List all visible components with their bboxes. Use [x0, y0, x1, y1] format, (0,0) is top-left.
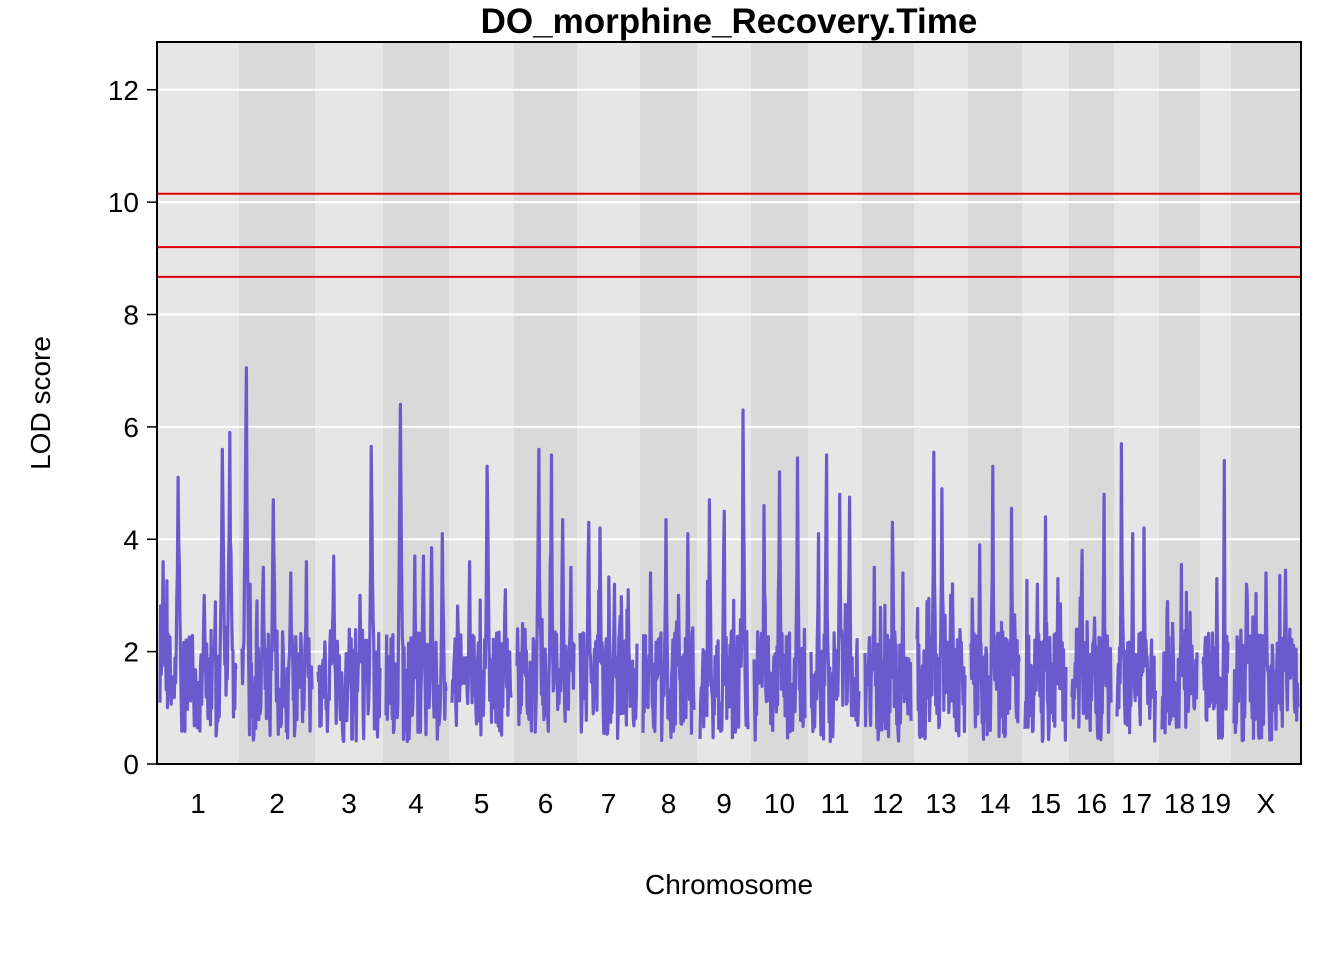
x-tick-label: 18: [1164, 788, 1195, 819]
x-tick-label: 12: [872, 788, 903, 819]
lod-trace-chr-13: [915, 450, 967, 741]
y-tick-label: 0: [123, 749, 139, 780]
x-tick-label: 6: [538, 788, 554, 819]
lod-trace-chr-1: [158, 430, 238, 738]
y-tick-label: 6: [123, 412, 139, 443]
x-tick-label: 13: [925, 788, 956, 819]
lod-trace-chr-15: [1023, 515, 1068, 743]
lod-trace-chr-X: [1232, 568, 1300, 743]
x-tick-label: 11: [820, 788, 849, 819]
lod-trace-chr-7: [578, 520, 639, 740]
x-tick-label: 8: [661, 788, 677, 819]
lod-trace-chr-2: [240, 366, 314, 742]
y-axis-title: LOD score: [25, 336, 56, 470]
lod-trace-chr-19: [1201, 459, 1230, 740]
y-tick-label: 2: [123, 637, 139, 668]
x-tick-label: 16: [1076, 788, 1107, 819]
lod-trace-chr-14: [969, 464, 1021, 741]
x-tick-label: 5: [474, 788, 490, 819]
x-tick-label: 2: [269, 788, 285, 819]
x-axis-title: Chromosome: [645, 869, 813, 900]
chart-title: DO_morphine_Recovery.Time: [481, 2, 978, 41]
lod-trace-chr-5: [450, 464, 513, 737]
x-tick-label: 15: [1030, 788, 1061, 819]
x-tick-label: 7: [601, 788, 617, 819]
lod-trace-chr-8: [641, 518, 696, 743]
x-tick-label: 14: [979, 788, 1010, 819]
plot-frame: [156, 41, 1302, 765]
x-tick-label: 10: [764, 788, 795, 819]
x-tick-label: X: [1257, 788, 1276, 819]
x-tick-label: 19: [1200, 788, 1231, 819]
lod-trace-chr-3: [316, 444, 382, 744]
x-tick-label: 9: [716, 788, 732, 819]
lod-trace-chr-12: [863, 520, 913, 743]
y-axis: 0 2 4 6 8 10 12: [108, 75, 157, 780]
lod-trace-chr-10: [752, 456, 807, 742]
x-tick-label: 17: [1121, 788, 1152, 819]
lod-trace-chr-11: [809, 453, 861, 744]
y-tick-label: 12: [108, 75, 139, 106]
x-tick-label: 1: [190, 788, 206, 819]
lod-trace-chr-9: [698, 408, 750, 740]
y-tick-label: 10: [108, 187, 139, 218]
x-tick-label: 3: [341, 788, 357, 819]
y-tick-label: 4: [123, 524, 139, 555]
lod-trace-chr-16: [1070, 492, 1113, 742]
x-axis: 1 2 3 4 5 6 7 8 9 10 11 12 13 14 15 16 17 18 19 X: [190, 788, 1275, 819]
lod-trace-chr-4: [384, 402, 448, 743]
lod-trace-chr-6: [515, 447, 576, 734]
significance-thresholds: [157, 192, 1301, 278]
lod-curve: [158, 366, 1300, 744]
lod-trace-chr-17: [1115, 442, 1158, 743]
y-tick-label: 8: [123, 300, 139, 331]
lod-trace-chr-18: [1160, 562, 1199, 735]
x-tick-label: 4: [408, 788, 424, 819]
